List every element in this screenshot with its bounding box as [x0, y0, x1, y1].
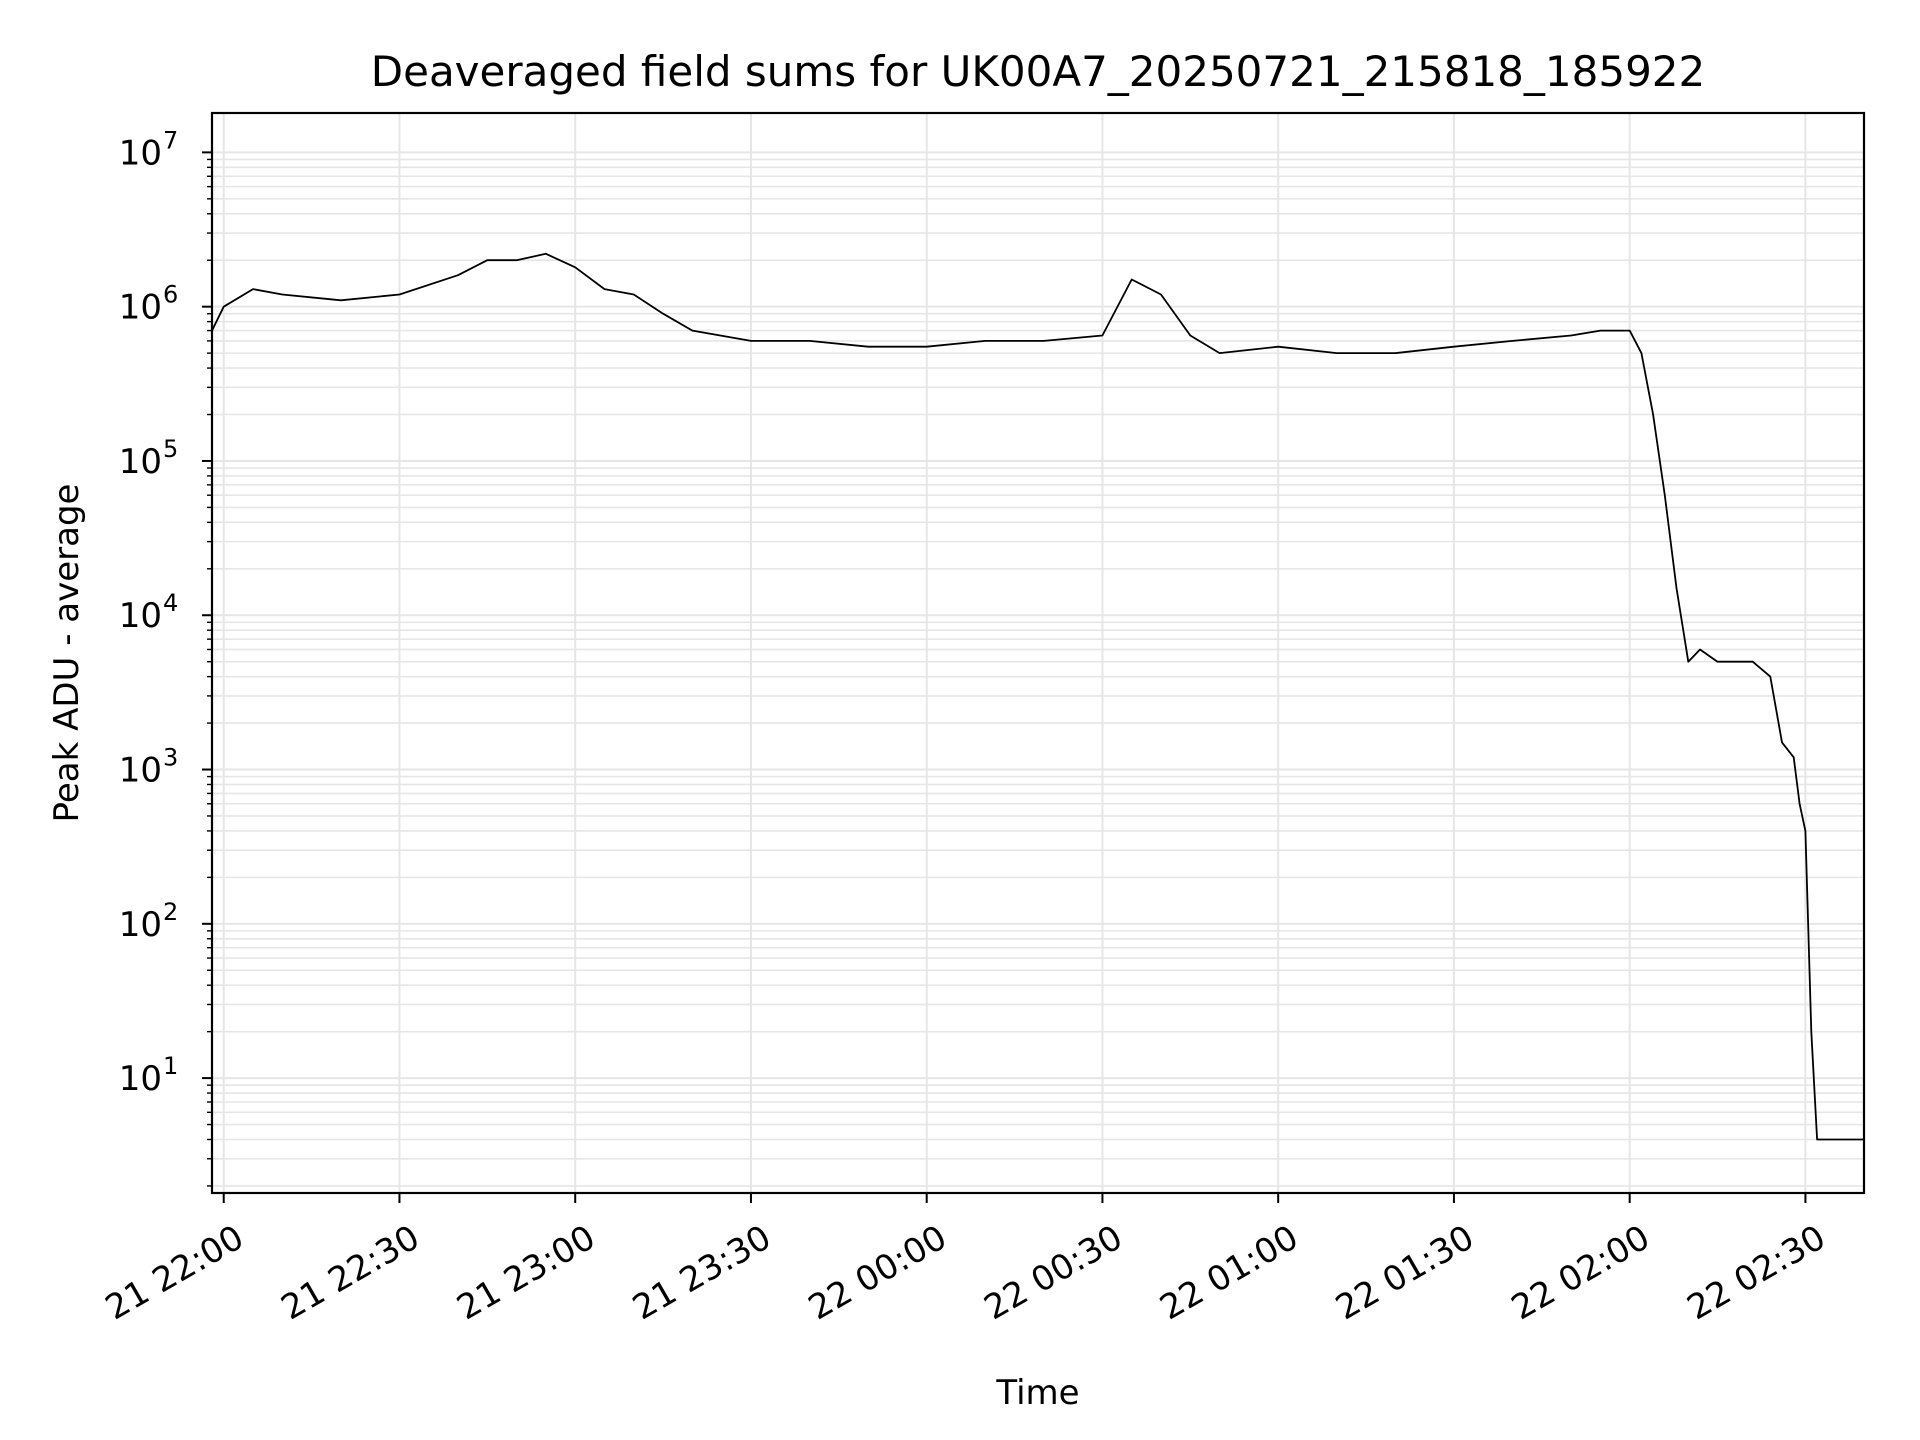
x-axis: 21 22:00 21 22:30 21 23:00 21 23:30 22 00:00…	[99, 1193, 1832, 1328]
y-tick-label: 10	[119, 596, 162, 636]
x-tick-label: 22 00:00	[802, 1218, 954, 1329]
x-tick-label: 21 23:30	[626, 1218, 778, 1329]
chart-title: Deaveraged field sums for UK00A7_2025072…	[371, 47, 1705, 96]
y-tick-exponent: 6	[163, 281, 178, 309]
x-axis-label: Time	[995, 1373, 1079, 1413]
plot-area	[210, 111, 1866, 1195]
y-tick-exponent: 1	[163, 1052, 178, 1080]
series-line-group	[211, 252, 1864, 1141]
x-tick-label: 21 22:30	[275, 1218, 427, 1329]
y-tick-exponent: 2	[163, 898, 178, 926]
x-tick-label: 22 00:30	[978, 1218, 1130, 1329]
x-tick-label: 21 23:00	[450, 1218, 602, 1329]
y-tick-label: 10	[119, 1059, 162, 1099]
y-tick-exponent: 5	[163, 435, 178, 463]
y-tick-label: 10	[119, 133, 162, 173]
x-tick-label: 22 01:30	[1329, 1218, 1481, 1329]
series-line	[211, 252, 1864, 1141]
y-tick-exponent: 3	[163, 744, 178, 772]
y-tick-label: 10	[119, 288, 162, 328]
x-tick-label: 22 01:00	[1153, 1218, 1305, 1329]
y-tick-label: 10	[119, 442, 162, 482]
y-tick-exponent: 7	[163, 126, 178, 154]
y-axis-label: Peak ADU - average	[47, 484, 87, 823]
y-tick-label: 10	[119, 751, 162, 791]
y-tick-label: 10	[119, 905, 162, 945]
x-tick-label: 21 22:00	[99, 1218, 251, 1329]
y-tick-exponent: 4	[163, 589, 178, 617]
x-tick-label: 22 02:30	[1681, 1218, 1833, 1329]
x-tick-label: 22 02:00	[1505, 1218, 1657, 1329]
grid	[212, 113, 1864, 1193]
